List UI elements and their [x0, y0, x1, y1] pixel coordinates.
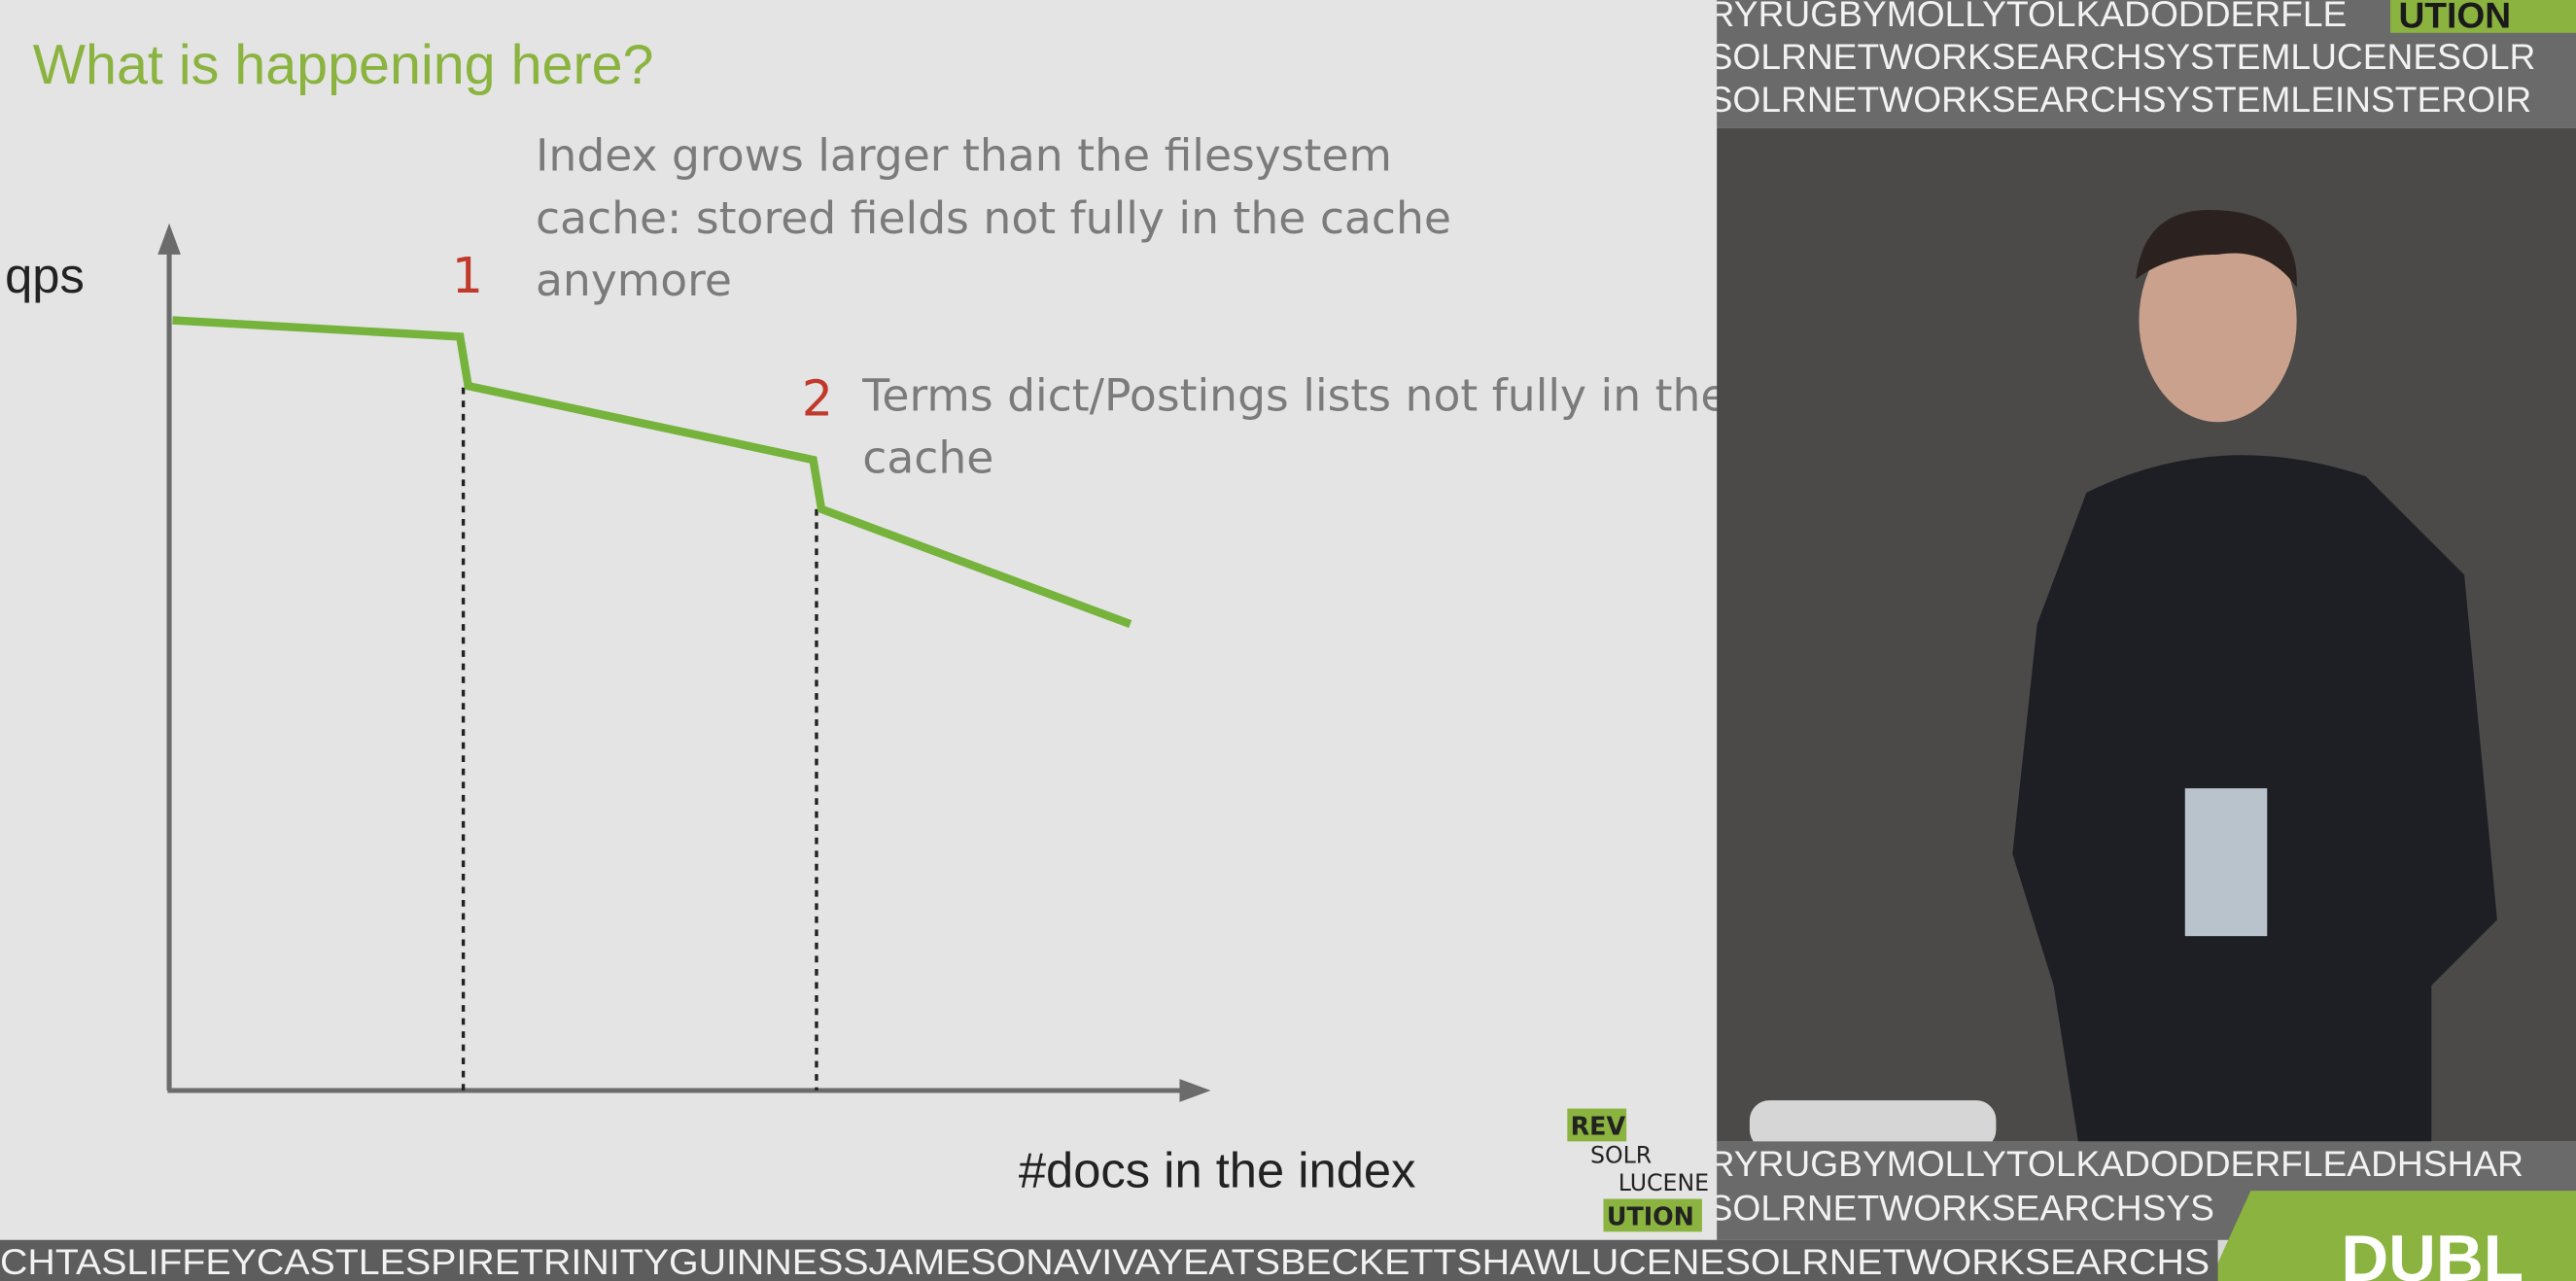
- logo-block: [1567, 1108, 1627, 1142]
- logo-text: UTION: [1607, 1202, 1694, 1231]
- banner-text: SOLRNETWORKSEARCHSYS: [1709, 1187, 2214, 1228]
- arrowhead: [157, 223, 181, 255]
- banner-logo-text: UTION: [2398, 0, 2511, 36]
- note-line: cache: [862, 433, 993, 484]
- banner-text: RYRUGBYMOLLYTOLKADODDERFLEADHSHAR: [1709, 1143, 2524, 1184]
- x-axis-label: #docs in the index: [1019, 1143, 1416, 1198]
- logo-text: SOLR: [1590, 1141, 1652, 1168]
- note-line: anymore: [536, 255, 732, 306]
- logo-text: LUCENE: [1619, 1169, 1709, 1196]
- video-panel: RYRUGBYMOLLYTOLKADODDERFLE SOLRNETWORKSE…: [1709, 0, 2576, 1281]
- y-axis-label: qps: [5, 248, 85, 303]
- banner-text: SOLRNETWORKSEARCHSYSTEMLUCENESOLR: [1709, 36, 2536, 77]
- diagram: [157, 223, 1211, 1102]
- speaker-hair: [2136, 209, 2297, 288]
- banner-text: CHTASLIFFEYCASTLESPIRETRINITYGUINNESSJAM…: [0, 1241, 2210, 1281]
- slide-title: What is happening here?: [33, 34, 654, 96]
- bottom-banner: [0, 1239, 2218, 1281]
- logo-block: [1603, 1198, 1702, 1232]
- banner-text: RYRUGBYMOLLYTOLKADODDERFLE: [1709, 0, 2348, 34]
- marker-number: 2: [802, 370, 833, 428]
- logo-text: REV: [1571, 1112, 1626, 1141]
- speaker-head: [2139, 218, 2297, 423]
- slide: [0, 0, 1718, 1249]
- banner-logo: [2390, 0, 2576, 33]
- arrowhead: [1179, 1079, 1211, 1102]
- marker-number: 1: [452, 247, 483, 304]
- city-tab: [2210, 1191, 2576, 1281]
- badge: [2184, 788, 2268, 937]
- qps-curve: [172, 316, 1132, 629]
- bottom-ticker: CHTASLIFFEYCASTLESPIRETRINITYGUINNESSJAM…: [0, 1241, 2210, 1281]
- logo: REV SOLR LUCENE UTION: [1567, 1108, 1709, 1232]
- note-line: Terms dict/Postings lists not fully in t…: [861, 369, 1727, 421]
- note-line: Index grows larger than the filesystem: [536, 130, 1392, 182]
- banner-text: SOLRNETWORKSEARCHSYSTEMLEINSTEROIR: [1709, 79, 2532, 120]
- note-line: cache: stored fields not fully in the ca…: [536, 192, 1451, 244]
- city-text: DUBL: [2341, 1223, 2524, 1281]
- chair: [1749, 1100, 1997, 1150]
